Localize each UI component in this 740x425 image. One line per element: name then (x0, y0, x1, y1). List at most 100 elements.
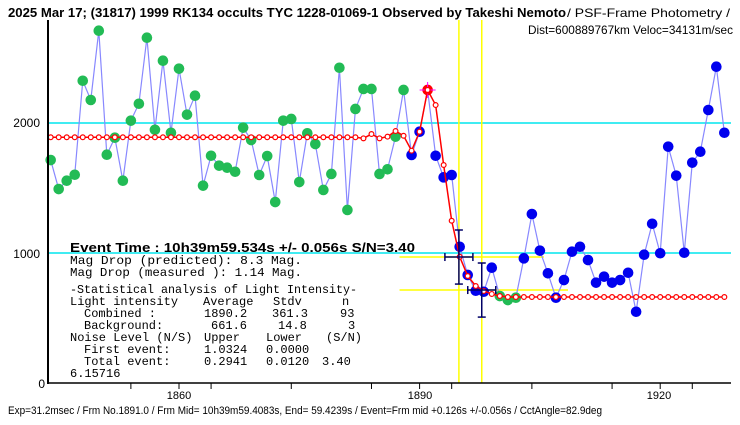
model-point (240, 134, 247, 141)
model-point (440, 161, 447, 168)
mag-drop-measured: Mag Drop (measured ): 1.14 Mag. (70, 266, 302, 280)
data-point (350, 103, 361, 115)
model-point (151, 134, 158, 141)
data-point (141, 32, 153, 44)
model-point (192, 134, 199, 141)
data-point (85, 94, 97, 106)
model-point (544, 293, 551, 300)
data-point (173, 63, 185, 74)
model-point (304, 134, 311, 141)
model-point (200, 134, 207, 141)
data-point (157, 55, 169, 67)
data-point (101, 149, 113, 161)
model-point (55, 134, 62, 141)
model-point (143, 134, 150, 141)
model-point (496, 293, 503, 300)
data-point (69, 169, 81, 181)
stat-row-label: First event: (84, 343, 170, 357)
model-point (552, 293, 559, 300)
data-point (133, 98, 145, 110)
model-point (176, 134, 183, 141)
model-point (665, 293, 672, 300)
model-point (352, 134, 359, 141)
model-point (95, 134, 102, 141)
model-point (63, 134, 70, 141)
model-point (576, 293, 583, 300)
stat-row-c2: 0.0000 (266, 343, 309, 357)
y-tick-label-2000: 2000 (13, 116, 40, 130)
model-point (368, 131, 375, 138)
data-point (253, 169, 265, 181)
data-point (446, 169, 457, 181)
model-point (617, 293, 624, 300)
data-point (590, 277, 602, 288)
statistics-panel: Event Time : 10h39m59.534s +/- 0.056s S/… (70, 240, 415, 381)
stat-title: -Statistical analysis of Light Intensity… (70, 283, 357, 297)
data-point (165, 127, 177, 139)
model-point (87, 134, 94, 141)
model-point (488, 290, 495, 297)
data-point (93, 25, 105, 36)
model-point (408, 147, 415, 154)
model-point (111, 134, 118, 141)
chart-subtitle: Dist=600889767km Veloc=34131m/sec (528, 23, 733, 37)
model-point (424, 86, 431, 93)
data-point (703, 104, 714, 116)
model-point (448, 217, 455, 224)
model-point (264, 134, 271, 141)
model-point (657, 293, 664, 300)
model-point (721, 293, 728, 300)
stat-row-label: Combined : (84, 307, 156, 321)
data-point (221, 162, 233, 174)
stat-row-label: Background: (84, 319, 163, 333)
stat-row-c2: 0.0120 (266, 355, 309, 369)
model-point (320, 134, 327, 141)
data-point (366, 83, 377, 95)
data-point (695, 146, 706, 158)
data-point (542, 267, 554, 279)
model-point (248, 134, 255, 141)
model-point (528, 293, 535, 300)
stat-row-label: Noise Level (N/S) (70, 331, 192, 345)
data-point (229, 166, 241, 178)
data-point (326, 168, 337, 180)
data-point (686, 157, 698, 168)
model-point (296, 134, 303, 141)
model-point (272, 134, 279, 141)
model-point (224, 134, 231, 141)
plot-area (45, 20, 731, 383)
model-point (568, 293, 575, 300)
model-point (585, 293, 592, 300)
data-point (662, 141, 674, 152)
stat-row-c2: Lower (266, 331, 302, 345)
data-point (205, 150, 217, 162)
model-point (609, 293, 616, 300)
data-point (77, 75, 89, 87)
data-point (406, 149, 417, 161)
data-point (646, 218, 658, 230)
model-point (328, 134, 335, 141)
model-point (697, 293, 704, 300)
model-point (520, 293, 527, 300)
model-point (593, 293, 600, 300)
data-point (117, 175, 129, 187)
model-point (649, 293, 656, 300)
data-point (197, 180, 209, 191)
data-point (398, 84, 409, 96)
x-tick-label-1890: 1890 (408, 390, 432, 402)
model-point (71, 134, 78, 141)
data-point (518, 253, 530, 264)
x-tick-label-1920: 1920 (647, 390, 671, 402)
stat-row-c3: n (342, 295, 349, 309)
data-point (582, 254, 594, 266)
mag-drop-predicted: Mag Drop (predicted): 8.3 Mag. (70, 254, 302, 268)
data-point (574, 241, 586, 253)
stat-row-c2: 14.8 (278, 319, 307, 333)
stat-row-label: Total event: (84, 355, 170, 369)
footer-info: Exp=31.2msec / Frm No.1891.0 / Frm Mid= … (8, 405, 602, 417)
model-point (560, 293, 567, 300)
data-point (213, 160, 225, 171)
data-point (342, 204, 353, 216)
data-point (382, 163, 393, 175)
